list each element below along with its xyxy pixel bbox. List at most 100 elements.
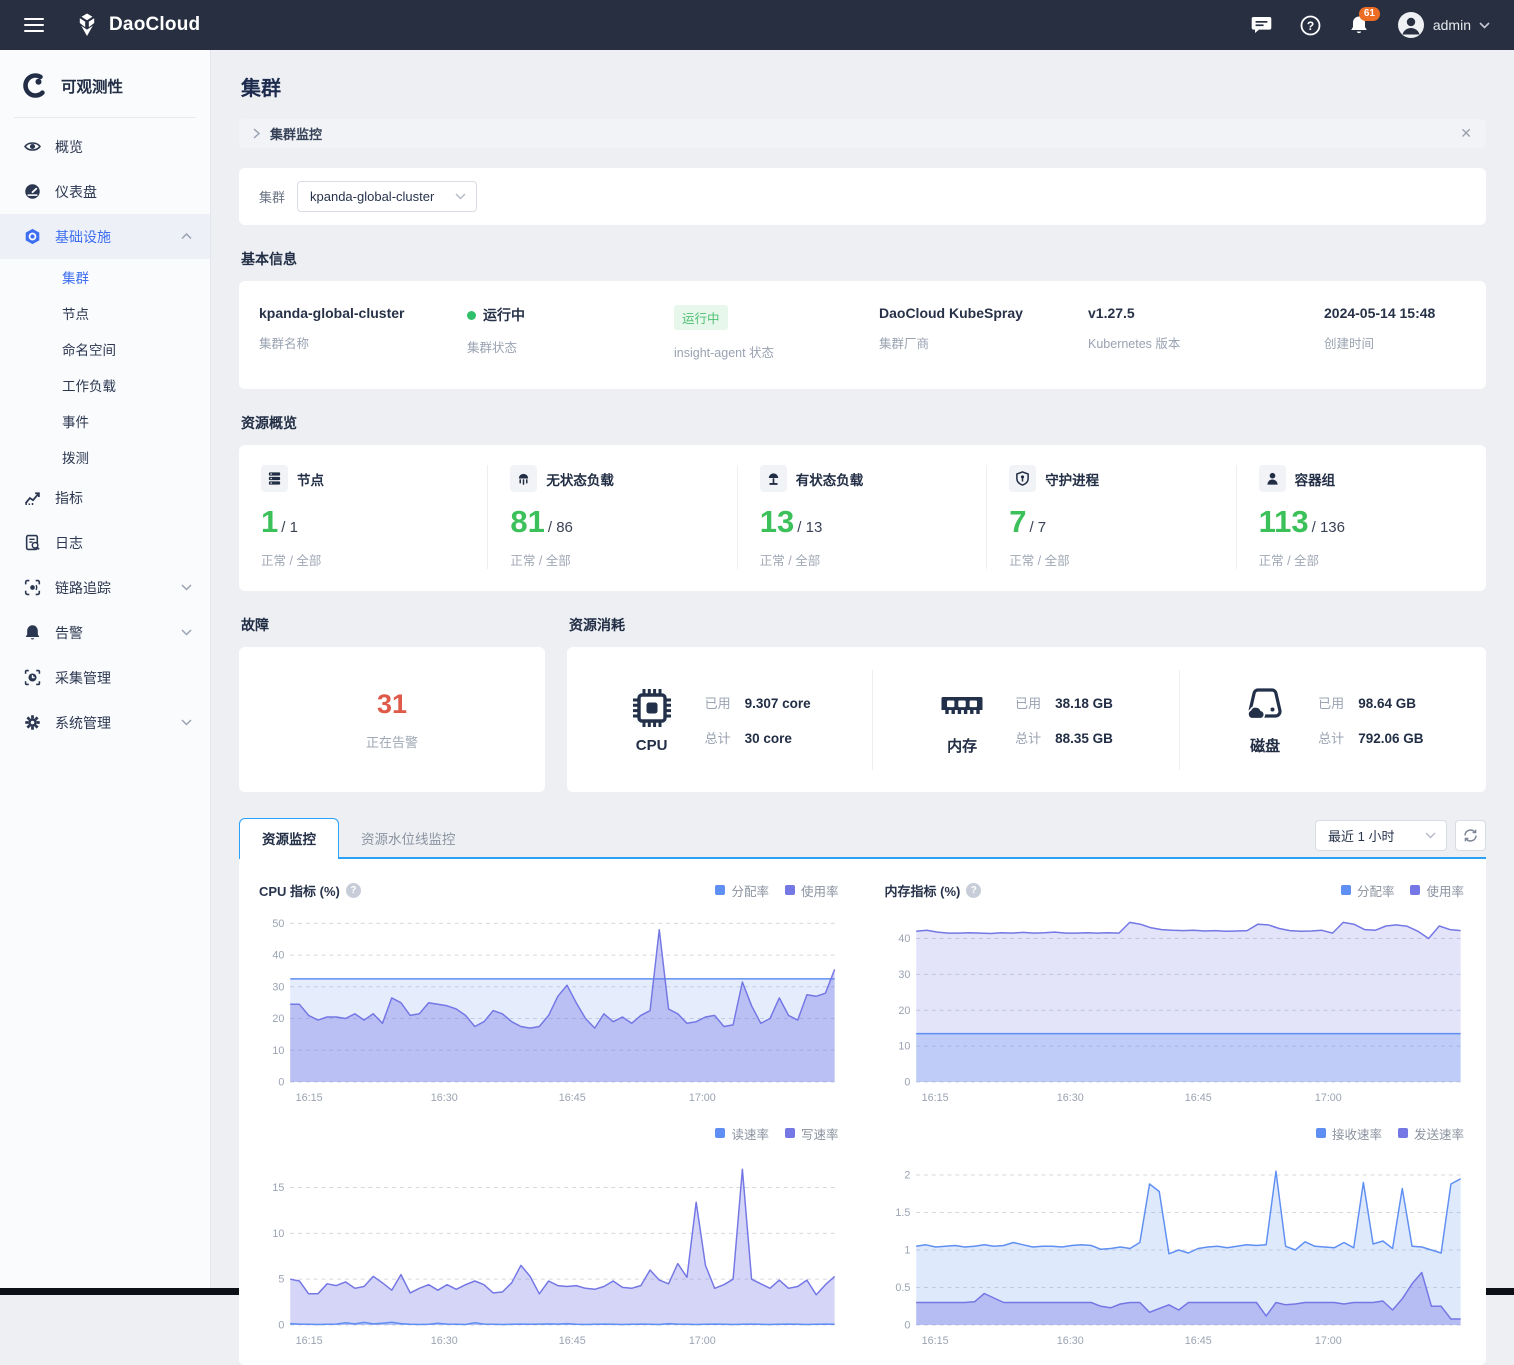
svg-text:20: 20 [272,1013,284,1025]
divider [14,117,196,118]
sidebar-title: 可观测性 [61,78,124,96]
svg-text:16:45: 16:45 [1184,1092,1211,1104]
help-icon[interactable]: ? [1300,15,1321,36]
memory-usage-chart[interactable]: 0 10 20 30 40 16:15 16:30 16:45 17:00 [879,903,1467,1108]
sidebar-item-logs[interactable]: 日志 [0,520,210,565]
svg-text:16:45: 16:45 [1184,1335,1211,1347]
faults-title: 故障 [241,617,269,633]
sidebar-subitem-clusters[interactable]: 集群 [62,271,89,286]
sidebar-subitem-events[interactable]: 事件 [62,415,89,430]
svg-text:2: 2 [904,1169,910,1181]
overview-item-pods: 容器组 113/ 136 正常 / 全部 [1237,465,1486,569]
svg-text:20: 20 [898,1005,910,1017]
network-rate-chart[interactable]: 0 0.5 1 1.5 2 16:15 16:30 16:45 17:00 [879,1146,1467,1351]
notification-bell-icon[interactable]: 61 [1349,6,1380,36]
user-menu[interactable]: admin [1397,11,1490,39]
chart-legend: 接收速率 发送速率 [1306,1124,1464,1143]
svg-text:16:15: 16:15 [921,1335,948,1347]
avatar [1397,11,1425,39]
overview-item-stateful: 有状态负载 13/ 13 正常 / 全部 [738,465,988,569]
hamburger-menu-icon[interactable] [24,18,44,32]
legend-swatch [1410,885,1421,895]
svg-text:16:15: 16:15 [296,1092,323,1104]
status-dot [467,310,476,320]
cpu-usage-chart[interactable]: 0 10 20 30 40 50 16:15 16:30 16:45 17:00 [253,903,841,1108]
ok-count: 113 [1258,504,1309,539]
network-chart-block: 接收速率 发送速率 0 0.5 1 1.5 2 16:15 16:30 16:45 17:00 [879,1118,1467,1351]
ok-count: 1 [261,504,279,539]
created-time-value: 2024-05-14 15:48 [1324,305,1436,321]
sidebar-item-tracing[interactable]: 链路追踪 [0,565,210,610]
chart-title: 内存指标 (%) ? [885,881,982,900]
svg-text:16:30: 16:30 [431,1092,458,1104]
chart-legend: 分配率 使用率 [705,881,839,900]
chart-legend: 读速率 写速率 [705,1124,839,1143]
svg-text:30: 30 [272,981,284,993]
sidebar-subitem-nodes[interactable]: 节点 [62,307,89,322]
alert-count[interactable]: 31 [376,688,408,719]
topbar: DaoCloud ? 61 admin [0,0,1514,50]
help-icon[interactable]: ? [345,882,361,898]
stateless-workload-icon [510,465,538,492]
tab-watermark-monitor[interactable]: 资源水位线监控 [361,832,456,847]
svg-text:1.5: 1.5 [895,1207,910,1219]
refresh-icon [1464,829,1477,842]
legend-swatch [715,1128,726,1138]
sidebar-item-overview[interactable]: 概览 [0,124,210,169]
svg-text:16:45: 16:45 [559,1335,586,1347]
svg-text:50: 50 [272,918,284,930]
cluster-name-value: kpanda-global-cluster [259,305,405,321]
pods-icon [1258,465,1286,492]
cpu-chip-icon [629,685,675,731]
svg-text:1: 1 [904,1244,910,1256]
close-icon[interactable]: ✕ [1460,125,1472,141]
svg-text:?: ? [1307,19,1314,33]
svg-text:0: 0 [278,1319,284,1331]
resource-overview-card: 节点 1/ 1 正常 / 全部 无状态负载 81/ 86 正常 / 全部 [239,445,1486,591]
k8s-version-value: v1.27.5 [1088,305,1135,321]
svg-text:30: 30 [898,969,910,981]
trace-icon [24,579,41,596]
svg-text:17:00: 17:00 [689,1335,716,1347]
overview-item-daemonset: 守护进程 7/ 7 正常 / 全部 [987,465,1237,569]
refresh-button[interactable] [1455,820,1486,851]
cluster-monitor-banner[interactable]: 集群监控 ✕ [239,119,1486,148]
brand-logo[interactable]: DaoCloud [74,12,200,38]
svg-text:16:15: 16:15 [296,1335,323,1347]
time-range-select[interactable]: 最近 1 小时 [1315,820,1447,851]
svg-text:17:00: 17:00 [689,1092,716,1104]
chevron-down-icon [455,193,466,200]
ok-count: 81 [510,504,545,539]
brand-name: DaoCloud [109,14,201,35]
tab-resource-monitor[interactable]: 资源监控 [239,818,339,859]
cluster-select[interactable]: kpanda-global-cluster [297,181,478,212]
help-icon[interactable]: ? [966,882,982,898]
hexagon-infrastructure-icon [24,228,41,245]
legend-swatch [715,885,726,895]
sidebar-item-metrics[interactable]: 指标 [0,475,210,520]
message-icon[interactable] [1251,16,1272,35]
sidebar-item-alerts[interactable]: 告警 [0,610,210,655]
sidebar-subitem-probes[interactable]: 拨测 [62,451,89,466]
sidebar-item-collection[interactable]: 采集管理 [0,655,210,700]
sidebar-item-system[interactable]: 系统管理 [0,700,210,745]
username: admin [1432,17,1471,33]
chevron-down-icon [181,584,192,591]
stateful-workload-icon [759,465,787,492]
basic-info-title: 基本信息 [241,251,297,267]
basic-info-card: kpanda-global-cluster 集群名称 运行中 集群状态 运行中 … [239,281,1486,389]
overview-item-stateless: 无状态负载 81/ 86 正常 / 全部 [488,465,738,569]
sidebar-subitem-namespaces[interactable]: 命名空间 [62,343,116,358]
legend-swatch [1315,1128,1326,1138]
disk-io-chart[interactable]: 0 5 10 15 16:15 16:30 16:45 17:00 [253,1146,841,1351]
sidebar-item-infrastructure[interactable]: 基础设施 [0,214,210,259]
svg-text:0: 0 [278,1076,284,1088]
sidebar-item-dashboard[interactable]: 仪表盘 [0,169,210,214]
daemonset-shield-icon [1009,465,1037,492]
consumption-item-disk: 磁盘 已用 98.64 GB 总计 792.06 GB [1180,670,1486,770]
legend-swatch [1397,1128,1408,1138]
svg-text:15: 15 [272,1182,284,1194]
sidebar-subitem-workloads[interactable]: 工作负载 [62,379,116,394]
eye-icon [24,138,41,155]
sidebar: 可观测性 概览 仪表盘 基础设施 集群 节点 命名空间 工作 [0,50,211,1288]
